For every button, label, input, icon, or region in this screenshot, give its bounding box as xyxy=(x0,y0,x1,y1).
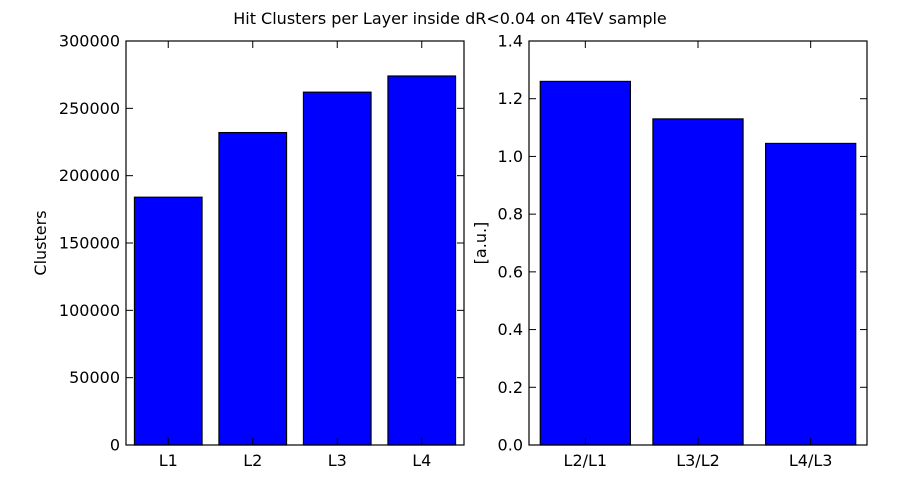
y-tick-label: 1.2 xyxy=(498,89,523,108)
bar-l2 xyxy=(218,131,288,446)
bar-l4 xyxy=(387,75,457,446)
x-tick-label: L2/L1 xyxy=(564,451,608,470)
bar-l1 xyxy=(133,196,203,446)
y-tick-label: 0.4 xyxy=(498,320,523,339)
y-tick-label: 100000 xyxy=(59,301,120,320)
y-tick-label: 150000 xyxy=(59,234,120,253)
x-tick-label: L4 xyxy=(412,451,431,470)
y-tick-label: 0.2 xyxy=(498,378,523,397)
x-tick-label: L4/L3 xyxy=(789,451,833,470)
chart-panel-1: 0 50000 100000 150000 200000 250000 300000 L1 L2… xyxy=(31,32,465,470)
x-tick-label: L1 xyxy=(159,451,178,470)
bar-l4-l3 xyxy=(764,142,857,446)
y-tick-label: 300000 xyxy=(59,32,120,51)
y-tick-label: 0.8 xyxy=(498,205,523,224)
chart-panel-2: 0.0 0.2 0.4 0.6 0.8 1.0 1.2 1.4 L2/L1 L3/L2 L4/L3 [… xyxy=(471,32,868,470)
bar-l3 xyxy=(302,91,372,446)
bar-l3-l2 xyxy=(652,118,744,446)
x-tick-label: L3 xyxy=(328,451,347,470)
y-axis-label: Clusters xyxy=(31,210,50,275)
y-tick-label: 0.6 xyxy=(498,262,523,281)
y-tick-label: 1.4 xyxy=(498,32,523,51)
figure-title: Hit Clusters per Layer inside dR<0.04 on… xyxy=(233,9,667,28)
y-tick-label: 0.0 xyxy=(498,436,523,455)
y-tick-label: 0 xyxy=(110,436,120,455)
axes-layer: 0 50000 100000 150000 200000 250000 300000 L1 L2… xyxy=(31,32,868,470)
y-tick-label: 50000 xyxy=(69,368,120,387)
y-axis-label: [a.u.] xyxy=(471,222,490,265)
y-tick-label: 1.0 xyxy=(498,147,523,166)
x-tick-label: L2 xyxy=(243,451,262,470)
x-tick-label: L3/L2 xyxy=(676,451,720,470)
y-tick-label: 200000 xyxy=(59,166,120,185)
y-tick-label: 250000 xyxy=(59,99,120,118)
bar-l2-l1 xyxy=(539,80,631,446)
